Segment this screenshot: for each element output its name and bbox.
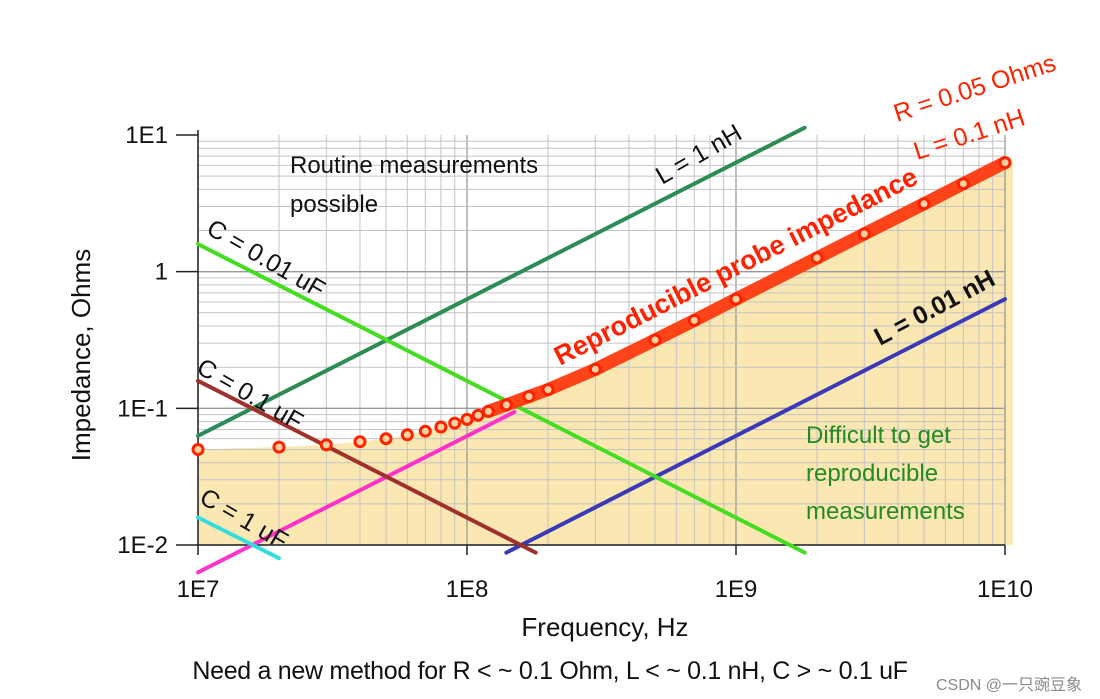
probe-point bbox=[998, 156, 1012, 170]
probe-point bbox=[541, 383, 555, 397]
probe-point bbox=[471, 408, 485, 422]
probe-point bbox=[648, 333, 662, 347]
label-c-01uf: C = 0.1 uF bbox=[192, 353, 308, 436]
figure-caption: Need a new method for R < ~ 0.1 Ohm, L <… bbox=[192, 657, 908, 685]
y-axis-label: Impedance, Ohms bbox=[66, 249, 96, 461]
series-line-5 bbox=[196, 515, 281, 561]
annotation-routine-line1: Routine measurements bbox=[290, 152, 538, 179]
x-tick-label: 1E8 bbox=[446, 576, 489, 603]
probe-point bbox=[917, 197, 931, 211]
probe-point bbox=[810, 251, 824, 265]
probe-point bbox=[379, 432, 393, 446]
probe-point bbox=[272, 440, 286, 454]
x-tick-label: 1E10 bbox=[977, 576, 1033, 603]
probe-point bbox=[191, 443, 205, 456]
probe-point bbox=[319, 438, 333, 452]
annotation-difficult-line1: Difficult to get bbox=[806, 422, 951, 449]
series-lines bbox=[196, 125, 1007, 575]
series-line-1 bbox=[504, 297, 1007, 555]
probe-point bbox=[956, 177, 970, 191]
y-tick-label: 1E1 bbox=[125, 122, 168, 149]
probe-point bbox=[588, 362, 602, 376]
probe-point bbox=[353, 435, 367, 449]
label-r-value: R = 0.05 Ohms bbox=[890, 49, 1059, 128]
series-line-4 bbox=[196, 378, 538, 555]
series-line-3 bbox=[196, 242, 807, 555]
y-tick-label: 1E-1 bbox=[117, 395, 168, 422]
probe-point bbox=[481, 404, 495, 418]
probe-point bbox=[448, 416, 462, 430]
annotation-difficult-line3: measurements bbox=[806, 498, 965, 525]
probe-point bbox=[729, 292, 743, 306]
x-axis-label: Frequency, Hz bbox=[521, 612, 688, 642]
probe-point bbox=[434, 420, 448, 434]
watermark: CSDN @一只豌豆象 bbox=[935, 677, 1082, 694]
probe-impedance-points bbox=[191, 156, 1012, 456]
y-tick-label: 1 bbox=[155, 259, 168, 286]
probe-point bbox=[460, 412, 474, 426]
probe-point bbox=[522, 390, 536, 403]
probe-point bbox=[418, 424, 432, 438]
x-tick-label: 1E9 bbox=[715, 576, 758, 603]
label-c-001uf: C = 0.01 uF bbox=[202, 214, 330, 304]
probe-point bbox=[687, 313, 701, 327]
probe-point bbox=[499, 398, 513, 412]
probe-point bbox=[400, 428, 414, 442]
series-line-0 bbox=[196, 125, 807, 438]
annotation-routine-line2: possible bbox=[290, 191, 378, 218]
axes: 1E7 1E8 1E9 1E10 1E-2 1E-1 1 1E1 bbox=[117, 122, 1033, 603]
y-tick-label: 1E-2 bbox=[117, 532, 168, 559]
probe-point bbox=[857, 227, 871, 241]
x-tick-label: 1E7 bbox=[177, 576, 220, 603]
annotation-difficult-line2: reproducible bbox=[806, 460, 938, 487]
